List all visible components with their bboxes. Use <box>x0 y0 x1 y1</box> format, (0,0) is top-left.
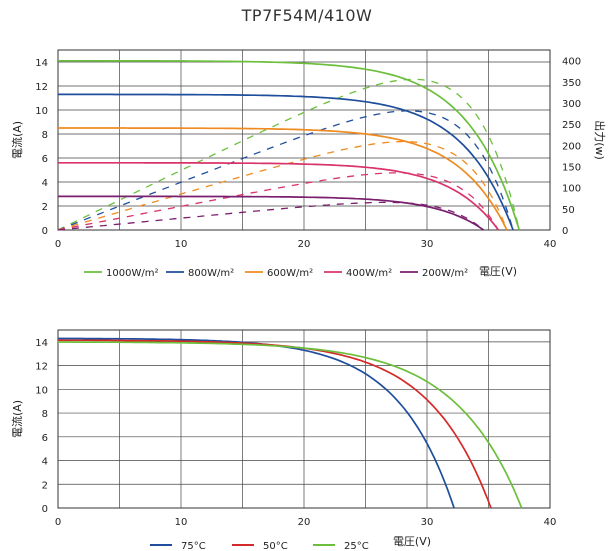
y2-tick-label: 300 <box>562 99 581 110</box>
iv-curve-400W/m² <box>58 161 499 231</box>
y2-tick-label: 50 <box>562 205 575 216</box>
iv-curve-1000W/m² <box>58 59 521 231</box>
y-tick-label: 6 <box>42 154 48 165</box>
y2-tick-label: 0 <box>562 226 568 237</box>
y-axis-label: 電流(A) <box>10 400 24 438</box>
y-tick-label: 10 <box>35 385 48 396</box>
legend-label: 25°C <box>344 541 369 551</box>
legend-label: 50°C <box>263 541 288 551</box>
y2-tick-label: 250 <box>562 120 581 131</box>
x-tick-label: 40 <box>544 239 557 250</box>
power-curve-800W/m² <box>57 110 514 231</box>
y-tick-label: 12 <box>35 82 48 93</box>
legend-label: 75°C <box>181 541 206 551</box>
y-tick-label: 8 <box>42 409 48 420</box>
y-tick-label: 2 <box>42 202 48 213</box>
x-tick-label: 20 <box>298 239 311 250</box>
iv-curve-800W/m² <box>58 93 514 231</box>
iv-curve-25°C <box>58 341 523 509</box>
chart-irradiance: 0 10 20 30 4002468101214電流(A)050100150200250… <box>10 49 607 279</box>
x-tick-label: 30 <box>421 517 434 528</box>
x-tick-label: 10 <box>175 239 188 250</box>
iv-curve-75°C <box>58 337 455 509</box>
legend-label: 400W/m² <box>346 268 392 279</box>
y2-axis-label: 出力(w) <box>593 120 607 160</box>
y2-tick-label: 400 <box>562 57 581 68</box>
y-tick-label: 4 <box>42 178 48 189</box>
y-tick-label: 12 <box>35 362 48 373</box>
iv-curve-600W/m² <box>58 127 508 231</box>
x-tick-label: 10 <box>175 517 188 528</box>
y2-tick-label: 200 <box>562 141 581 152</box>
legend-label: 200W/m² <box>422 268 468 279</box>
iv-curve-200W/m² <box>58 195 485 231</box>
x-tick-label: 40 <box>544 517 557 528</box>
x-tick-label: 0 <box>55 517 61 528</box>
x-tick-label: 0 <box>55 239 61 250</box>
y2-tick-label: 350 <box>562 78 581 89</box>
legend-label: 600W/m² <box>267 268 313 279</box>
y-axis-label: 電流(A) <box>10 121 24 159</box>
chart-title: TP7F54M/410W <box>241 6 373 25</box>
y-tick-label: 8 <box>42 130 48 141</box>
legend-label: 1000W/m² <box>106 268 158 279</box>
y-tick-label: 14 <box>35 338 48 349</box>
y2-tick-label: 150 <box>562 162 581 173</box>
power-curve-400W/m² <box>57 172 499 231</box>
x-tick-label: 30 <box>421 239 434 250</box>
y-tick-label: 14 <box>35 58 48 69</box>
y-tick-label: 6 <box>42 433 48 444</box>
x-axis-label: 電圧(V) <box>479 265 517 278</box>
y-tick-label: 10 <box>35 106 48 117</box>
legend-label: 800W/m² <box>188 268 234 279</box>
power-curve-1000W/m² <box>57 78 520 231</box>
x-tick-label: 20 <box>298 517 311 528</box>
y-tick-label: 0 <box>42 504 48 515</box>
x-axis-label: 電圧(V) <box>393 535 431 548</box>
y-tick-label: 0 <box>42 226 48 237</box>
y-tick-label: 4 <box>42 457 48 468</box>
y2-tick-label: 100 <box>562 184 581 195</box>
y-tick-label: 2 <box>42 480 48 491</box>
